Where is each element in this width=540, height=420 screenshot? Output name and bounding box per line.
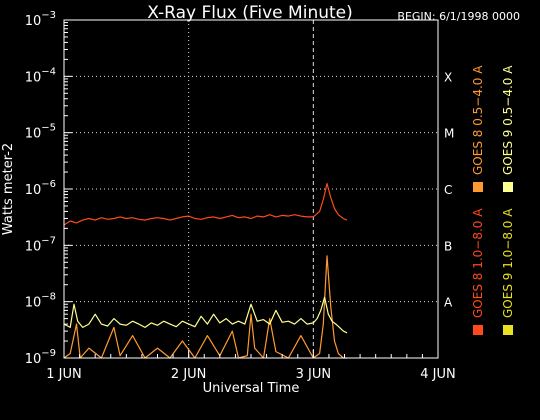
y-axis: 10−3 10−4 10−5 10−6 10−7 10−8 10−9 xyxy=(25,10,72,367)
y-tick-label: 10−9 xyxy=(25,348,56,367)
legend-label: GOES 8 0.5−4.0 A xyxy=(471,65,485,175)
x-tick-label: 2 JUN xyxy=(171,367,206,382)
y-tick-label: 10−7 xyxy=(25,235,56,254)
legend: GOES 8 1.0−8.0 A GOES 8 0.5−4.0 A GOES 9 1… xyxy=(471,65,515,335)
legend-swatch xyxy=(473,325,483,335)
y-axis-title: Watts meter-2 xyxy=(1,143,16,235)
y-tick-label: 10−5 xyxy=(25,123,56,142)
x-tick-label: 3 JUN xyxy=(296,367,331,382)
legend-swatch xyxy=(473,182,483,192)
grid-lines xyxy=(64,20,438,358)
legend-label: GOES 8 1.0−8.0 A xyxy=(471,208,485,318)
flare-class-axis: X M C B A xyxy=(444,70,454,309)
y-tick-label: 10−6 xyxy=(25,179,56,198)
flare-class-label: X xyxy=(444,70,452,84)
y-tick-label: 10−3 xyxy=(25,10,56,29)
x-axis: 1 JUN 2 JUN 3 JUN 4 JUN xyxy=(46,350,456,382)
begin-date-label: BEGIN: 6/1/1998 0000 xyxy=(397,10,520,23)
y-tick-label: 10−4 xyxy=(25,66,56,85)
legend-swatch xyxy=(503,325,513,335)
chart-title: X-Ray Flux (Five Minute) xyxy=(147,3,353,23)
flare-class-label: B xyxy=(444,239,452,253)
x-tick-label: 4 JUN xyxy=(420,367,455,382)
x-axis-title: Universal Time xyxy=(203,381,300,396)
legend-swatch xyxy=(503,182,513,192)
y-tick-label: 10−8 xyxy=(25,292,56,311)
legend-label: GOES 9 1.0−8.0 A xyxy=(501,208,515,318)
x-tick-label: 1 JUN xyxy=(46,367,81,382)
legend-label: GOES 9 0.5−4.0 A xyxy=(501,65,515,175)
flare-class-label: M xyxy=(444,127,454,141)
series-line-1 xyxy=(63,182,348,226)
flare-class-label: C xyxy=(444,183,452,197)
series-line-4 xyxy=(63,296,348,334)
flare-class-label: A xyxy=(444,296,453,310)
